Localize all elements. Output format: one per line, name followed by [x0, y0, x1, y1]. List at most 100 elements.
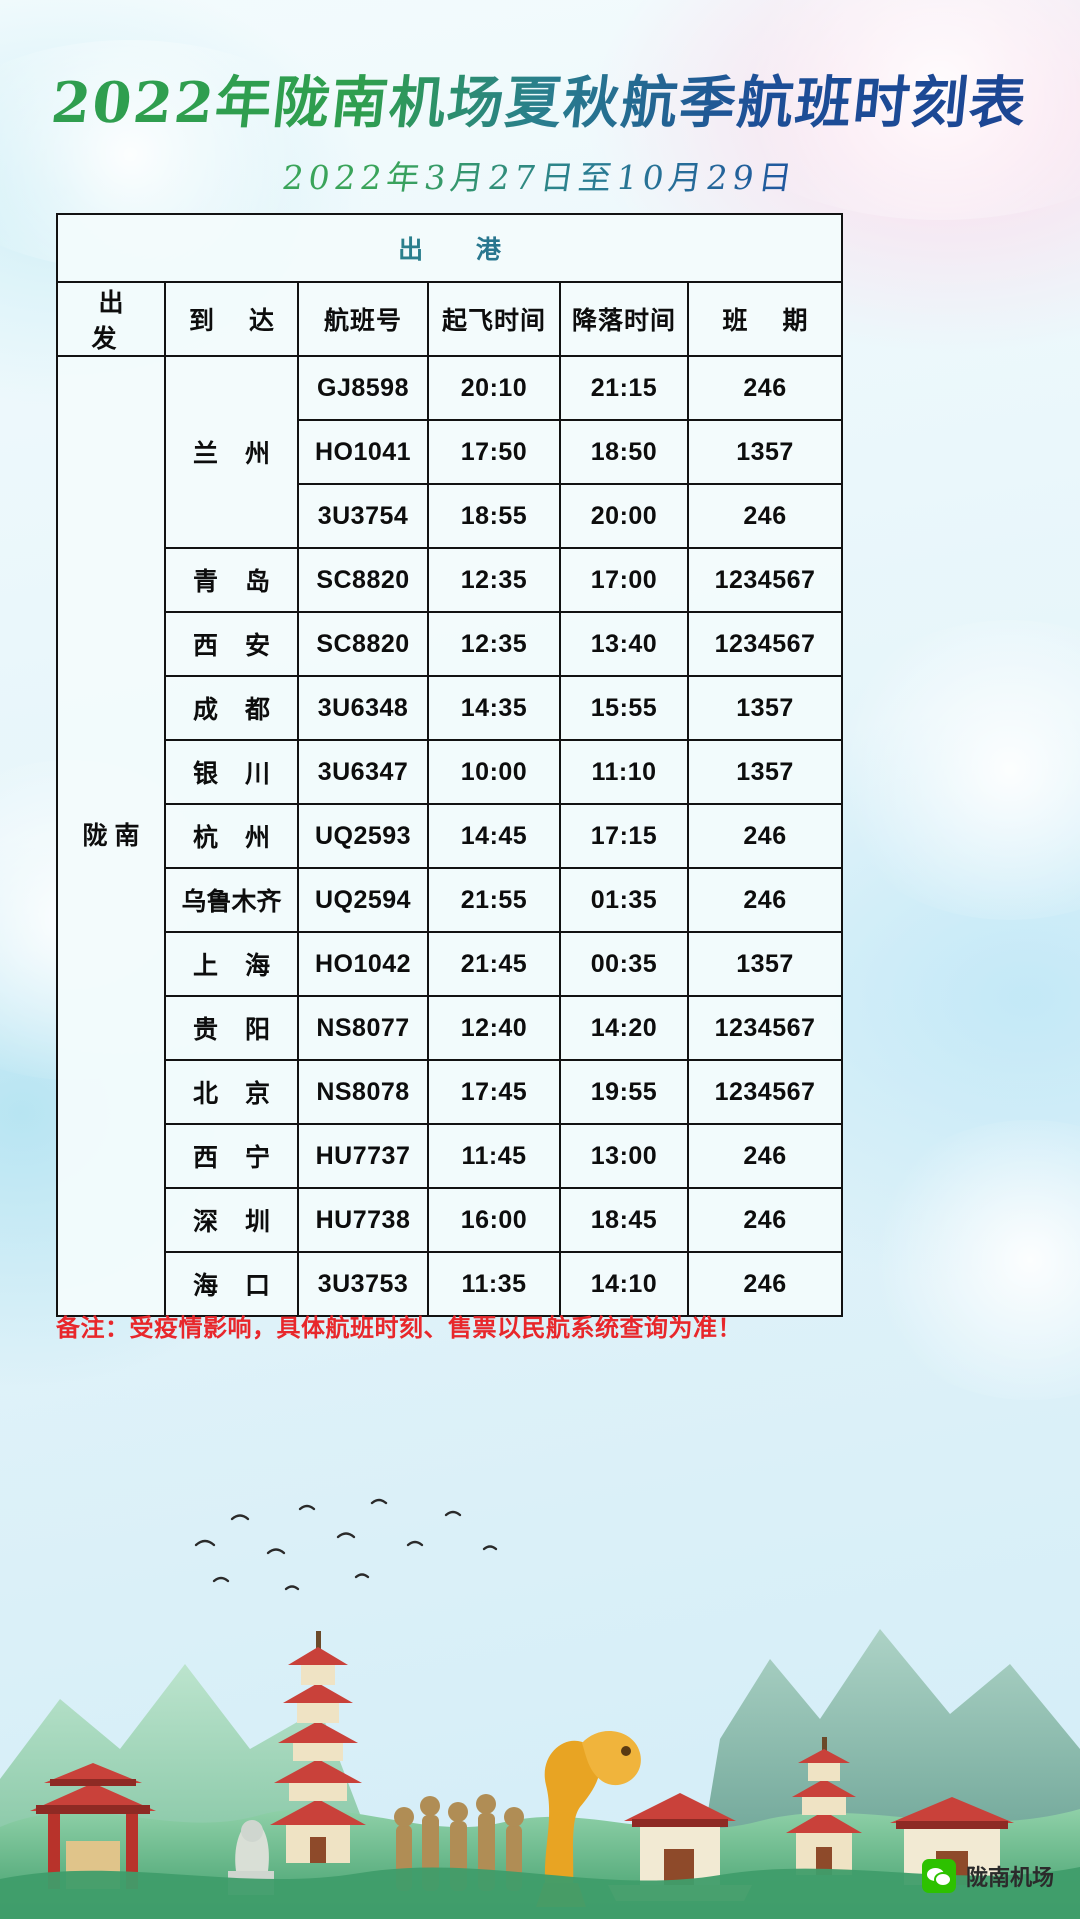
arrival-city-cell: 成 都: [164, 675, 299, 741]
arrival-time-cell: 21:15: [559, 355, 689, 421]
arrival-city-cell: 上 海: [164, 931, 299, 997]
flight-number-cell: HU7737: [297, 1123, 429, 1189]
table-row: 上 海 HO1042 21:45 00:35 1357: [57, 931, 844, 997]
arrival-time-cell: 14:10: [559, 1251, 689, 1317]
schedule-table-container: 出 港 出 发到 达航班号 起飞时间 降落时间班 期 陇 南兰 州 GJ8598 20:…: [55, 213, 844, 1317]
table-row: 西 安 SC8820 12:35 13:40 1234567: [57, 611, 844, 677]
disclaimer-note: 备注：受疫情影响，具体航班时刻、售票以民航系统查询为准！: [56, 1315, 742, 1342]
departure-time-cell: 21:45: [427, 931, 561, 997]
table-row: 西 宁 HU7737 11:45 13:00 246: [57, 1123, 844, 1189]
column-header-1: 到 达: [164, 281, 299, 357]
table-row: 陇 南兰 州 GJ8598 20:10 21:15 246: [56, 355, 844, 1317]
arrival-time-cell: 14:20: [559, 995, 689, 1061]
departure-schedule-table: 出 港 出 发到 达航班号 起飞时间 降落时间班 期 陇 南兰 州 GJ8598 20:…: [55, 213, 844, 1317]
banner-row: 出 港: [55, 213, 844, 283]
frequency-cell: 1234567: [686, 611, 844, 677]
frequency-cell: 1234567: [686, 1059, 844, 1125]
table-row: HO1041 17:50 18:50 1357: [57, 419, 844, 485]
departure-time-cell: 10:00: [427, 739, 561, 805]
arrival-time-cell: 11:10: [559, 739, 689, 805]
arrival-time-cell: 17:00: [559, 547, 689, 613]
flight-number-cell: 3U6347: [297, 739, 429, 805]
flight-number-cell: HO1042: [297, 931, 429, 997]
departure-time-cell: 12:35: [427, 611, 561, 677]
arrival-time-cell: 19:55: [559, 1059, 689, 1125]
frequency-cell: 246: [686, 867, 844, 933]
departure-time-cell: 12:40: [427, 995, 561, 1061]
arrival-city-cell: 北 京: [164, 1059, 299, 1125]
arrival-city-cell: 杭 州: [164, 803, 299, 869]
departure-time-cell: 11:35: [427, 1251, 561, 1317]
flight-number-cell: 3U3754: [297, 483, 429, 549]
table-row: 杭 州 UQ2593 14:45 17:15 246: [57, 803, 844, 869]
table-row: 北 京 NS8078 17:45 19:55 1234567: [57, 1059, 844, 1125]
table-row: 银 川 3U6347 10:00 11:10 1357: [57, 739, 844, 805]
departure-time-cell: 17:50: [427, 419, 561, 485]
arrival-city-cell: 青 岛: [164, 547, 299, 613]
cloud-shape: [820, 620, 1080, 920]
table-row: 深 圳 HU7738 16:00 18:45 246: [57, 1187, 844, 1253]
table-banner-departures: 出 港: [55, 213, 844, 283]
departure-time-cell: 18:55: [427, 483, 561, 549]
arrival-time-cell: 13:40: [559, 611, 689, 677]
arrival-city-cell: 海 口: [164, 1251, 299, 1317]
frequency-cell: 246: [686, 1251, 844, 1317]
table-row: 乌鲁木齐 UQ2594 21:55 01:35 246: [57, 867, 844, 933]
departure-time-cell: 12:35: [427, 547, 561, 613]
table-body: 陇 南兰 州 GJ8598 20:10 21:15 246 HO1041 17:50 18:5…: [56, 355, 844, 1317]
table-row: 青 岛 SC8820 12:35 17:00 1234567: [57, 547, 844, 613]
frequency-cell: 246: [686, 803, 844, 869]
arrival-time-cell: 13:00: [559, 1123, 689, 1189]
arrival-time-cell: 01:35: [559, 867, 689, 933]
column-header-4: 降落时间: [559, 281, 689, 357]
arrival-time-cell: 17:15: [559, 803, 689, 869]
arrival-city-cell: 西 宁: [164, 1123, 299, 1189]
flight-number-cell: NS8077: [297, 995, 429, 1061]
table-row: 海 口 3U3753 11:35 14:10 246: [57, 1251, 844, 1317]
arrival-city-cell: 贵 阳: [164, 995, 299, 1061]
flight-number-cell: 3U6348: [297, 675, 429, 741]
wechat-icon: [921, 1859, 956, 1893]
frequency-cell: 1234567: [686, 547, 844, 613]
flight-number-cell: HU7738: [297, 1187, 429, 1253]
column-header-2: 航班号: [297, 281, 429, 357]
departure-time-cell: 21:55: [427, 867, 561, 933]
flight-number-cell: SC8820: [297, 547, 429, 613]
column-header-0: 出 发: [56, 281, 166, 357]
table-head: 出 港 出 发到 达航班号 起飞时间 降落时间班 期: [55, 213, 844, 357]
flight-number-cell: HO1041: [297, 419, 429, 485]
arrival-city-cell: 西 安: [164, 611, 299, 677]
flight-number-cell: SC8820: [297, 611, 429, 677]
cloud-shape: [860, 1120, 1080, 1400]
frequency-cell: 246: [686, 1123, 844, 1189]
arrival-time-cell: 00:35: [559, 931, 689, 997]
frequency-cell: 1357: [686, 931, 844, 997]
frequency-cell: 246: [686, 355, 844, 421]
page-title: 2022年陇南机场夏秋航季航班时刻表: [0, 58, 1080, 139]
departure-time-cell: 14:35: [427, 675, 561, 741]
flight-number-cell: UQ2593: [297, 803, 429, 869]
frequency-cell: 246: [686, 483, 844, 549]
arrival-time-cell: 18:50: [559, 419, 689, 485]
table-header-row: 出 发到 达航班号 起飞时间 降落时间班 期: [56, 281, 844, 357]
frequency-cell: 1234567: [686, 995, 844, 1061]
departure-time-cell: 11:45: [427, 1123, 561, 1189]
arrival-city-cell: 兰 州: [164, 355, 299, 549]
flight-number-cell: GJ8598: [297, 355, 429, 421]
arrival-city-cell: 乌鲁木齐: [164, 867, 299, 933]
arrival-time-cell: 18:45: [559, 1187, 689, 1253]
departure-time-cell: 20:10: [427, 355, 561, 421]
table-row: 3U3754 18:55 20:00 246: [57, 483, 844, 549]
frequency-cell: 1357: [686, 739, 844, 805]
table-row: 贵 阳 NS8077 12:40 14:20 1234567: [57, 995, 844, 1061]
departure-time-cell: 17:45: [427, 1059, 561, 1125]
scenery-illustration: [0, 1449, 1080, 1919]
column-header-3: 起飞时间: [427, 281, 561, 357]
poster-header: 2022年陇南机场夏秋航季航班时刻表 2022年3月27日至10月29日: [0, 0, 1080, 205]
arrival-city-cell: 银 川: [164, 739, 299, 805]
departure-time-cell: 16:00: [427, 1187, 561, 1253]
brand-footer: 陇南机场: [921, 1859, 1054, 1893]
frequency-cell: 1357: [686, 675, 844, 741]
column-header-5: 班 期: [686, 281, 844, 357]
brand-label: 陇南机场: [965, 1865, 1054, 1890]
